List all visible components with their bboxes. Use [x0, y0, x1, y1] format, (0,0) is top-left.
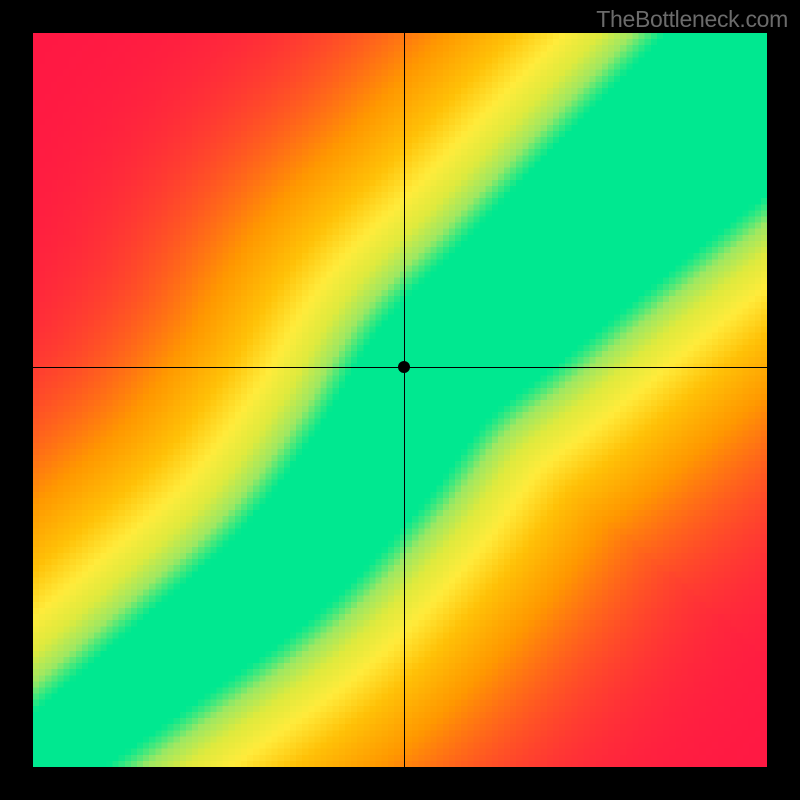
heatmap-canvas [33, 33, 767, 767]
watermark-text: TheBottleneck.com [596, 6, 788, 33]
heatmap-plot [33, 33, 767, 767]
